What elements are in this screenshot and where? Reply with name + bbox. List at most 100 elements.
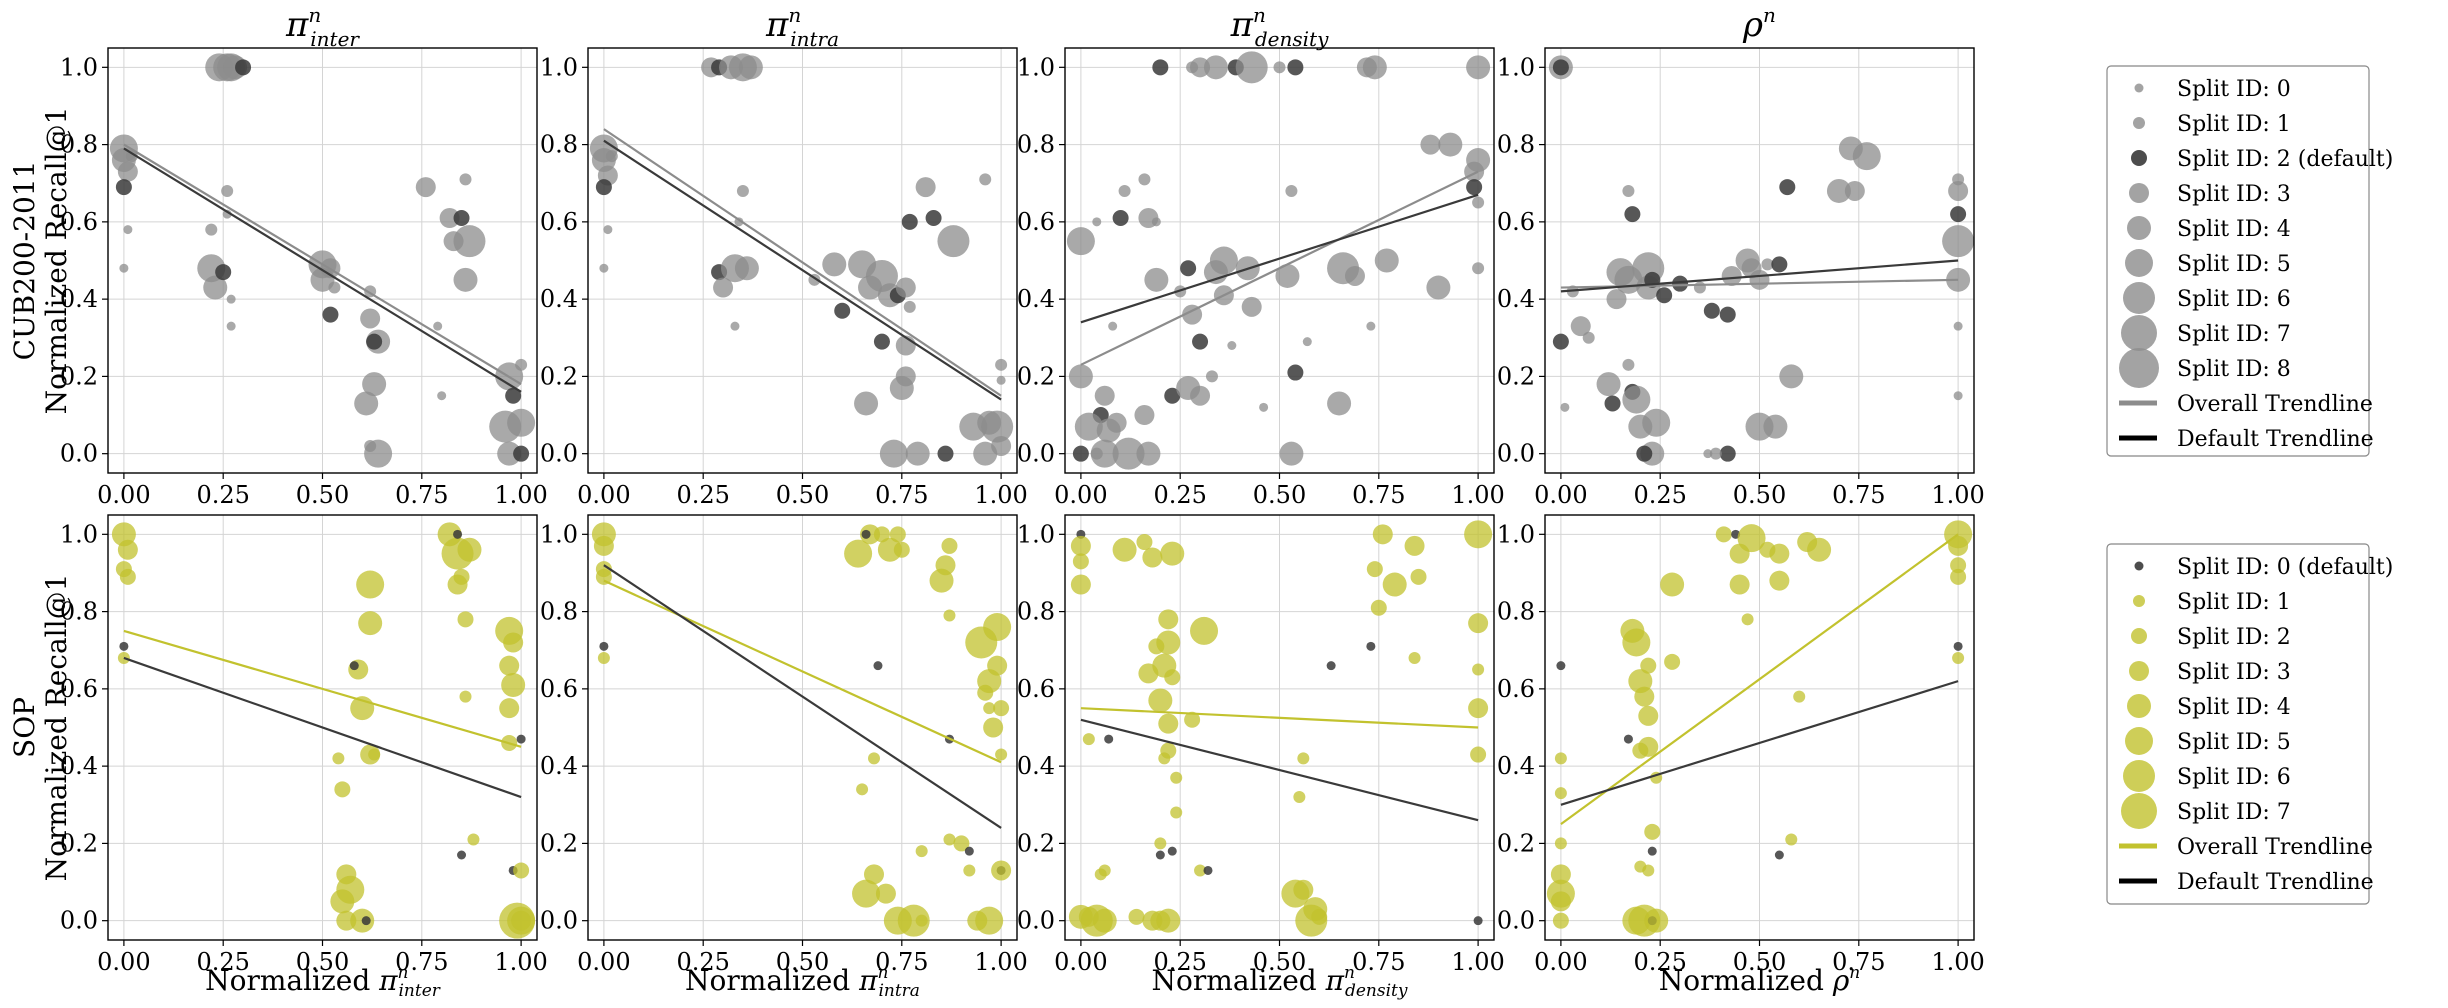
y-tick-label: 0.4 [1497, 752, 1535, 780]
data-point [499, 655, 520, 676]
data-point [1953, 391, 1963, 401]
data-point [1950, 557, 1967, 574]
xlabel-sub: density [1345, 981, 1408, 1001]
legend-label: Split ID: 1 [2177, 112, 2291, 137]
data-point [1164, 669, 1181, 686]
y-tick-label: 0.0 [60, 907, 98, 935]
data-point [925, 210, 942, 226]
data-point [1158, 713, 1179, 734]
data-point [1136, 441, 1161, 466]
data-point [1190, 385, 1211, 406]
x-tick-label: 0.00 [577, 948, 630, 976]
legend-marker [2131, 150, 2147, 166]
x-tick-label: 0.50 [1253, 481, 1306, 509]
column-title: πn intra [765, 3, 839, 51]
data-point [1749, 269, 1770, 290]
data-point [915, 914, 928, 927]
data-point [1769, 543, 1790, 564]
data-point [361, 916, 371, 926]
overall-trendline [1080, 707, 1479, 729]
data-point [215, 264, 232, 281]
data-point [995, 748, 1008, 761]
legend-label: Split ID: 0 [2177, 77, 2291, 102]
legend-label: Split ID: 2 (default) [2177, 147, 2393, 172]
default-trendline [603, 564, 1002, 829]
xlabel-prefix: Normalized [1152, 964, 1326, 997]
x-tick-label: 0.25 [1153, 481, 1206, 509]
y-tick-label: 0.4 [540, 752, 578, 780]
data-point [983, 613, 1012, 642]
data-point [983, 702, 996, 715]
data-point [991, 435, 1012, 456]
data-point [453, 225, 486, 258]
x-tick-label: 1.00 [1451, 481, 1504, 509]
data-point [1070, 574, 1091, 595]
data-point [730, 321, 740, 331]
data-point [901, 213, 918, 230]
data-point [119, 568, 136, 585]
data-point [221, 184, 234, 197]
legend-cub200-2011: Split ID: 0 Split ID: 1 Split ID: 2 (defau… [2106, 65, 2393, 457]
title-sub: intra [790, 27, 839, 51]
data-point [1420, 134, 1441, 155]
data-point [1623, 734, 1633, 744]
data-point [713, 277, 734, 298]
x-tick-label: 0.75 [395, 481, 448, 509]
column-title: ρn [1742, 3, 1776, 45]
data-point [1374, 248, 1399, 273]
data-point [1438, 132, 1463, 157]
data-point [979, 173, 992, 186]
y-tick-label: 0.0 [60, 440, 98, 468]
data-point [1952, 651, 1965, 664]
y-tick-label: 0.8 [1497, 598, 1535, 626]
default-trendline [603, 139, 1002, 401]
x-tick-label: 1.00 [974, 481, 1027, 509]
data-point [507, 408, 536, 437]
data-point [453, 529, 463, 539]
data-point [123, 225, 133, 235]
data-point [1953, 321, 1963, 331]
data-point [1624, 206, 1641, 223]
data-point [1844, 180, 1865, 201]
x-tick-label: 0.50 [296, 481, 349, 509]
panel-cub200-2011-col-0: 0.00 0.25 0.50 0.75 1.00 0.0 0.2 0.4 0.6 0.8 1.0 [60, 47, 548, 509]
data-point [1634, 686, 1655, 707]
data-point [889, 526, 906, 543]
data-point [943, 609, 956, 622]
data-point [358, 611, 383, 636]
data-point [1154, 837, 1167, 850]
data-point [1729, 574, 1750, 595]
legend-label: Split ID: 4 [2177, 695, 2291, 720]
data-point [822, 252, 847, 277]
data-point [1560, 402, 1570, 412]
data-point [1108, 321, 1118, 331]
x-tick-label: 0.25 [1153, 948, 1206, 976]
xlabel-base: π [1325, 964, 1345, 997]
legend-frame [2106, 543, 2370, 905]
xlabel-prefix: Normalized [205, 964, 379, 997]
data-point [1554, 752, 1567, 765]
data-point [595, 179, 612, 196]
data-point [1094, 868, 1107, 881]
data-point [322, 306, 339, 323]
data-point [1327, 391, 1352, 416]
data-point [1552, 912, 1569, 929]
title-sup: n [308, 3, 321, 27]
data-point [511, 910, 532, 931]
data-point [439, 208, 460, 228]
data-point [738, 55, 763, 80]
y-label-dataset: CUB200-2011 [8, 161, 41, 361]
x-tick-label: 0.75 [1352, 481, 1405, 509]
data-point [844, 539, 873, 568]
data-point [1182, 304, 1203, 325]
y-tick-label: 0.6 [540, 675, 578, 703]
y-tick-label: 0.2 [1017, 829, 1055, 857]
y-tick-label: 0.0 [1497, 440, 1535, 468]
data-point [368, 748, 381, 761]
data-point [1636, 445, 1653, 462]
data-point [1664, 653, 1681, 670]
overall-trendline [123, 143, 522, 386]
data-point [605, 150, 618, 163]
y-tick-label: 1.0 [540, 520, 578, 548]
panel-cub200-2011-col-1: 0.00 0.25 0.50 0.75 1.00 0.0 0.2 0.4 0.6 0.8 1.0 [540, 47, 1028, 509]
